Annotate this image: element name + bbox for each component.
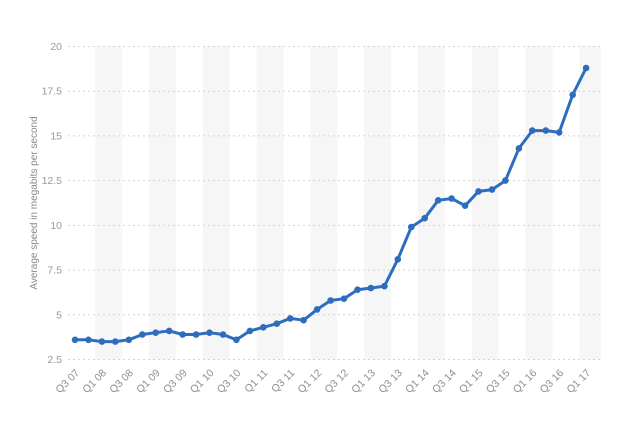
x-tick-label: Q3 16 [538,367,567,396]
plot-band [256,46,284,360]
data-point[interactable] [569,91,576,99]
data-point[interactable] [394,255,402,263]
data-point[interactable] [71,336,79,344]
data-point[interactable] [260,324,267,331]
data-point[interactable] [461,202,469,209]
x-tick-label: Q1 08 [80,367,109,396]
data-point[interactable] [233,336,240,344]
data-point[interactable] [206,329,213,337]
data-point[interactable] [529,127,536,134]
y-tick-label: 12.5 [42,175,63,187]
data-point[interactable] [192,331,200,338]
data-point[interactable] [327,297,334,304]
data-point[interactable] [179,331,186,338]
plot-band [525,46,553,360]
x-tick-label: Q3 07 [53,367,82,396]
x-tick-label: Q3 09 [161,367,190,396]
x-tick-label: Q3 10 [215,367,244,396]
plot-band [579,46,601,360]
data-point[interactable] [286,315,294,322]
x-tick-label: Q1 09 [134,367,163,396]
x-tick-label: Q1 15 [457,367,486,396]
x-tick-label: Q3 11 [269,367,297,395]
y-tick-label: 10 [50,220,62,232]
x-tick-label: Q1 17 [565,367,594,396]
x-tick-label: Q3 12 [322,367,351,396]
x-tick-label: Q3 15 [484,367,513,396]
data-point[interactable] [125,336,133,344]
data-point[interactable] [582,64,590,72]
data-point[interactable] [340,295,348,303]
plot-band [471,46,499,360]
data-point[interactable] [381,282,388,290]
data-point[interactable] [112,338,119,345]
plot-band [364,46,392,360]
y-axis-labels: 2.5 5 7.5 10 12.5 15 17.5 20 [42,41,63,366]
y-tick-label: 5 [56,309,62,321]
y-axis-title: Average speed in megabits per second [29,116,40,289]
data-point[interactable] [542,127,550,134]
plot-band [417,46,445,360]
data-point[interactable] [555,129,563,136]
data-point[interactable] [502,177,509,184]
data-point[interactable] [354,286,361,294]
x-tick-label: Q1 13 [349,367,378,396]
data-point[interactable] [408,223,415,231]
data-point[interactable] [85,336,92,344]
data-point[interactable] [367,284,375,292]
x-tick-label: Q3 13 [376,367,405,396]
data-point[interactable] [165,327,173,335]
data-point[interactable] [273,320,281,328]
x-tick-label: Q1 10 [188,367,217,396]
data-point[interactable] [300,316,307,324]
series-layer [71,64,590,345]
data-point[interactable] [139,331,146,338]
y-tick-label: 7.5 [47,265,62,277]
x-tick-label: Q3 14 [430,367,459,396]
y-tick-label: 15 [50,130,62,142]
data-point[interactable] [434,197,442,204]
gridlines-layer [68,46,601,360]
data-point[interactable] [475,188,482,195]
plot-band [202,46,230,360]
data-point[interactable] [98,338,106,345]
data-point[interactable] [515,145,523,152]
data-point[interactable] [488,186,496,193]
y-tick-label: 20 [50,41,62,53]
data-point[interactable] [448,195,455,202]
data-point[interactable] [421,214,429,222]
x-tick-label: Q1 11 [242,367,270,395]
data-point[interactable] [246,327,254,335]
x-tick-label: Q1 14 [403,367,432,396]
plot-bands-layer [95,46,601,360]
data-point[interactable] [152,329,159,337]
x-tick-label: Q1 16 [511,367,540,396]
plot-band [148,46,176,360]
x-tick-label: Q1 12 [296,367,325,396]
data-point[interactable] [313,306,321,313]
plot-band [95,46,123,360]
y-tick-label: 17.5 [42,86,63,98]
data-point[interactable] [219,331,227,338]
y-tick-label: 2.5 [47,354,62,366]
x-tick-label: Q3 08 [107,367,136,396]
